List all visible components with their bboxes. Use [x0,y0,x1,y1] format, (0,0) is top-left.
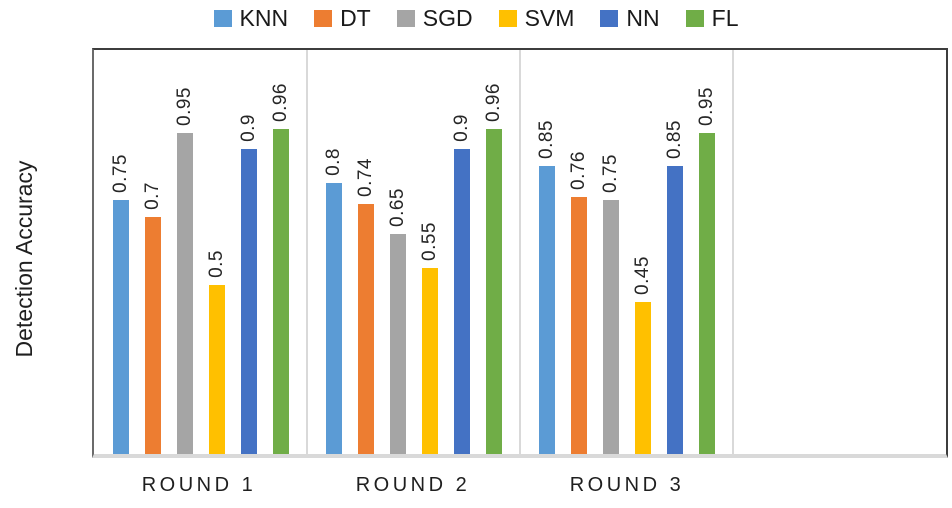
bar-column-sgd: 0.95 [174,50,195,454]
legend-swatch-icon [396,9,415,27]
y-axis-title: Detection Accuracy [11,160,37,358]
bar-nn [666,166,683,454]
legend-swatch-icon [685,9,704,27]
bar-dt [570,197,587,454]
bar-svm [208,285,225,454]
bar-value-label: 0.55 [419,222,440,261]
legend-item-sgd: SGD [396,4,473,31]
bar-svm [634,302,651,454]
legend-item-svm: SVM [498,4,575,31]
bar-value-label: 0.96 [270,83,291,122]
legend-item-dt: DT [314,4,371,31]
bar-column-dt: 0.7 [142,50,163,454]
legend-swatch-icon [600,9,619,27]
x-axis-label-round-1: ROUND 1 [141,474,257,496]
bar-value-label: 0.75 [600,154,621,193]
bar-sgd [389,234,406,454]
bar-fl [698,133,715,454]
bar-value-label: 0.95 [696,87,717,126]
bar-fl [272,129,289,454]
bar-value-label: 0.76 [568,151,589,190]
bar-knn [538,166,555,454]
bar-dt [144,217,161,454]
bar-column-sgd: 0.65 [387,50,408,454]
legend-item-knn: KNN [213,4,289,31]
bar-groups-container: 0.75 0.7 0.95 0.5 0.9 0.96 0.8 0.74 0.65 0.55 0.9 0… [94,50,946,454]
x-axis-labels: ROUND 1 ROUND 2 ROUND 3 [92,470,948,500]
bar-column-nn: 0.9 [451,50,472,454]
bar-column-knn: 0.75 [110,50,131,454]
x-axis-label-empty [734,470,948,500]
bar-value-label: 0.65 [387,188,408,227]
bar-group-round-3: 0.85 0.76 0.75 0.45 0.85 0.95 [520,50,733,454]
bar-value-label: 0.5 [206,250,227,278]
bar-column-fl: 0.95 [696,50,717,454]
legend-swatch-icon [498,9,517,27]
bar-dt [357,204,374,454]
bar-column-fl: 0.96 [270,50,291,454]
category-separator-gridline [732,50,734,454]
legend-label: SGD [422,4,473,31]
bar-sgd [176,133,193,454]
legend-swatch-icon [314,9,333,27]
bar-group-round-1: 0.75 0.7 0.95 0.5 0.9 0.96 [94,50,307,454]
bar-value-label: 0.96 [483,83,504,122]
bar-column-svm: 0.55 [419,50,440,454]
bar-column-svm: 0.45 [632,50,653,454]
bar-group-round-2: 0.8 0.74 0.65 0.55 0.9 0.96 [307,50,520,454]
bar-value-label: 0.7 [142,182,163,210]
category-separator-gridline [519,50,521,454]
bar-knn [325,183,342,454]
x-axis-label-round-3: ROUND 3 [569,474,685,496]
legend-item-nn: NN [600,4,660,31]
x-axis-label-round-2: ROUND 2 [355,474,471,496]
legend-label: FL [711,4,739,31]
legend-label: DT [340,4,371,31]
bar-knn [112,200,129,454]
bar-value-label: 0.9 [451,114,472,142]
bar-column-knn: 0.8 [323,50,344,454]
bar-sgd [602,200,619,454]
bar-group-empty [733,50,946,454]
bar-column-nn: 0.85 [664,50,685,454]
bar-value-label: 0.95 [174,87,195,126]
plot-area: 0.75 0.7 0.95 0.5 0.9 0.96 0.8 0.74 0.65 0.55 0.9 0… [92,48,948,458]
legend-label: NN [626,4,660,31]
bar-fl [485,129,502,454]
chart-legend: KNN DT SGD SVM NN FL [0,2,952,34]
bar-value-label: 0.75 [110,154,131,193]
bar-column-fl: 0.96 [483,50,504,454]
bar-value-label: 0.45 [632,256,653,295]
bar-nn [240,149,257,454]
bar-svm [421,268,438,454]
bar-column-dt: 0.74 [355,50,376,454]
bar-column-svm: 0.5 [206,50,227,454]
bar-column-knn: 0.85 [536,50,557,454]
legend-label: KNN [239,4,289,31]
bar-nn [453,149,470,454]
category-separator-gridline [306,50,308,454]
bar-value-label: 0.85 [664,120,685,159]
legend-label: SVM [524,4,575,31]
bar-column-dt: 0.76 [568,50,589,454]
bar-column-sgd: 0.75 [600,50,621,454]
legend-item-fl: FL [685,4,739,31]
legend-swatch-icon [213,9,232,27]
bar-value-label: 0.9 [238,114,259,142]
bar-value-label: 0.8 [323,148,344,176]
bar-column-nn: 0.9 [238,50,259,454]
bar-value-label: 0.85 [536,120,557,159]
bar-value-label: 0.74 [355,158,376,197]
